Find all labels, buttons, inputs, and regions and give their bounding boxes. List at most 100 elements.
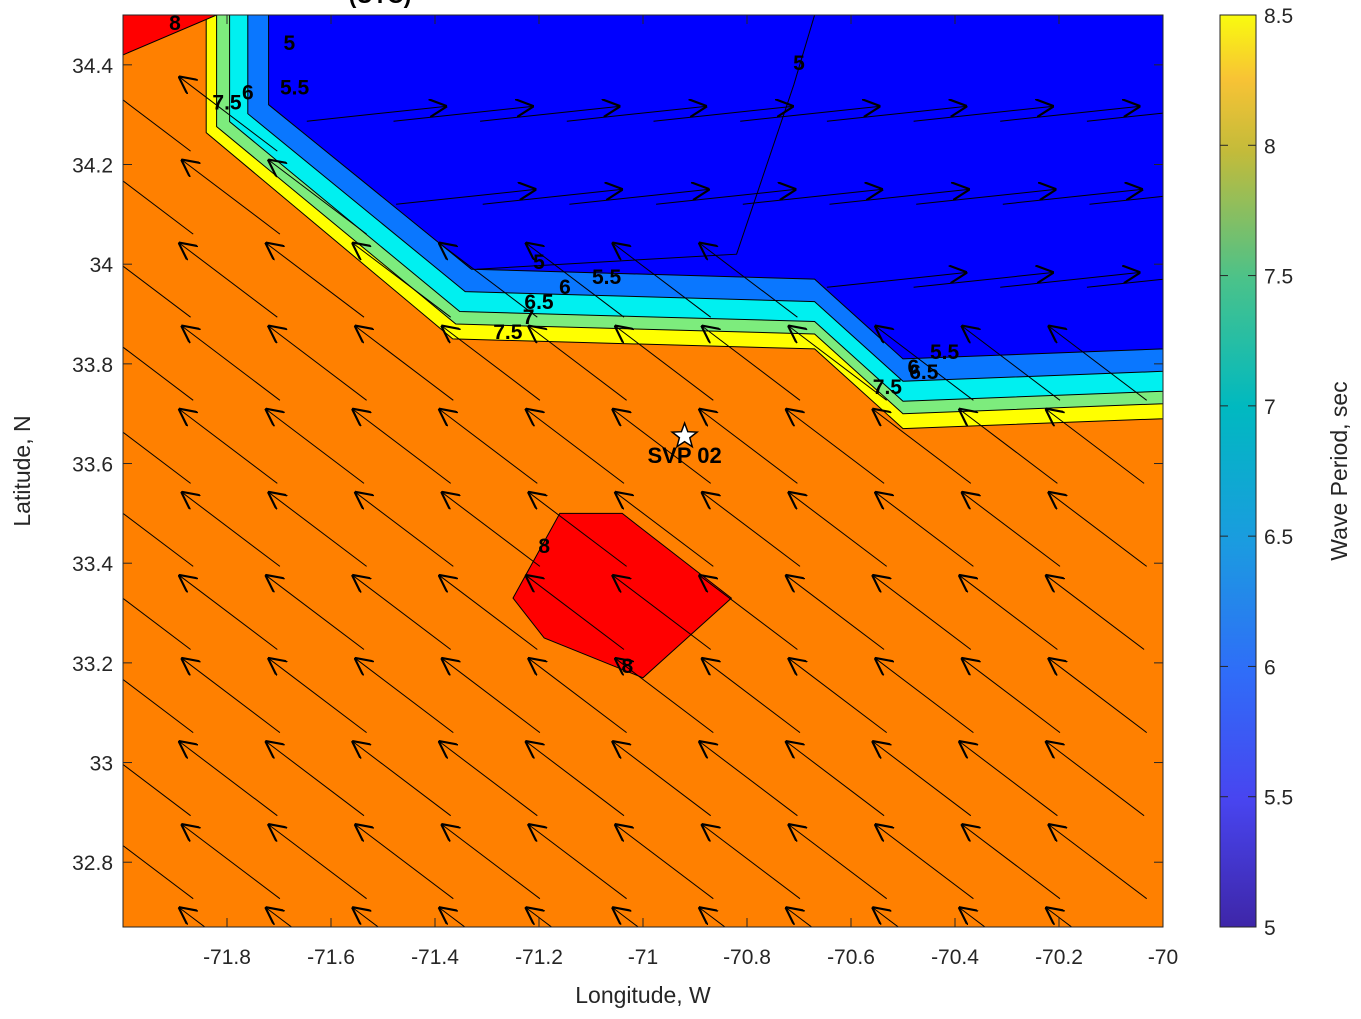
wave-vector (569, 189, 709, 205)
wave-vector (826, 272, 967, 288)
wave-vector (525, 409, 625, 484)
wave-vectors (123, 76, 1163, 927)
wave-vector (612, 243, 712, 318)
wave-vector (265, 741, 365, 817)
wave-vector (1048, 492, 1148, 567)
x-tick-label: -70.2 (1035, 946, 1083, 969)
region-high-central (512, 512, 733, 679)
wave-vector (268, 326, 367, 401)
wave-vector (788, 658, 888, 733)
contour-label: 8 (622, 655, 634, 678)
contour-label: 6.5 (909, 361, 939, 384)
wave-vector (959, 575, 1058, 650)
wave-vector (959, 409, 1058, 484)
wave-vector (701, 326, 801, 401)
contour-label: 7.5 (493, 321, 523, 344)
wave-vector (742, 189, 883, 205)
wave-vector (785, 907, 813, 927)
wave-vector (701, 658, 801, 733)
wave-vector (701, 824, 801, 900)
wave-vector (439, 243, 538, 318)
colorbar-tick-label: 7 (1264, 396, 1276, 419)
wave-vector (1048, 824, 1148, 900)
wave-vector (1045, 575, 1145, 650)
y-tick-label: 32.8 (72, 852, 113, 875)
wave-vector (875, 492, 974, 567)
wave-vector (352, 243, 452, 318)
contour-label: 7 (523, 306, 535, 329)
colorbar-tick-label: 5 (1264, 917, 1276, 940)
wave-vector (179, 741, 278, 817)
wave-vector (701, 492, 801, 567)
wave-vector (1045, 907, 1073, 927)
wave-vector (1000, 106, 1140, 122)
wave-vector (268, 824, 367, 900)
wave-vector (439, 907, 466, 927)
chart-title: (UTC) (349, 0, 412, 8)
wave-vector (352, 741, 452, 817)
wave-vector (439, 575, 538, 650)
x-tick-label: -71.6 (307, 946, 355, 969)
wave-vector (355, 492, 454, 567)
y-tick-label: 33.4 (72, 553, 113, 576)
wave-vector (179, 575, 278, 650)
wave-vector (740, 106, 880, 122)
region-high-nw-corner (123, 15, 217, 56)
wave-vector (123, 431, 191, 484)
wave-vector (123, 844, 194, 900)
marker-label: SVP 02 (647, 443, 721, 468)
region-low (268, 15, 1163, 360)
y-axis-ticks: 32.8 33 33.2 33.4 33.6 33.8 34 34.2 34.4 (72, 55, 1163, 875)
wave-vector (441, 326, 541, 401)
wave-vector (480, 106, 620, 122)
x-axis-label: Longitude, W (575, 982, 711, 1008)
wave-vector (528, 824, 627, 900)
wave-vector (441, 658, 541, 733)
x-tick-label: -70 (1148, 946, 1178, 969)
wave-vector (1048, 326, 1148, 401)
y-tick-label: 34.4 (72, 55, 113, 78)
contour-label: 7.5 (873, 376, 903, 399)
wave-vector (179, 409, 278, 484)
wave-vector (306, 106, 447, 122)
colorbar-label: Wave Period, sec (1326, 381, 1352, 560)
wave-vector (961, 326, 1061, 401)
wave-vector (615, 326, 714, 401)
wave-vector (785, 409, 885, 484)
svp-marker: SVP 02 (647, 420, 722, 468)
wave-vector (441, 824, 541, 900)
contour-line-0 (476, 15, 816, 270)
wave-vector (179, 76, 278, 152)
wave-vector (875, 824, 974, 900)
wave-vector (916, 189, 1056, 205)
wave-vector (439, 741, 538, 817)
wave-vector (482, 189, 623, 205)
wave-vector (612, 741, 712, 817)
wave-vector (615, 492, 714, 567)
wave-vector (612, 907, 640, 927)
wave-vector (525, 741, 625, 817)
wave-vector (396, 189, 536, 205)
colorbar-tick-label: 7.5 (1264, 266, 1293, 289)
wave-vector (913, 272, 1054, 288)
wave-vector (528, 492, 627, 567)
colorbar: 5 5.5 6 6.5 7 7.5 8 8.5 Wave Period, sec (1219, 5, 1352, 940)
x-tick-label: -70.4 (931, 946, 979, 969)
wave-vector (123, 99, 191, 152)
wave-vector (181, 492, 281, 567)
x-tick-label: -71.8 (203, 946, 251, 969)
wave-vector (566, 106, 707, 122)
wave-vector (788, 824, 888, 900)
wave-vector (875, 658, 974, 733)
wave-vector (788, 492, 888, 567)
wave-vector (123, 597, 191, 650)
wave-vector (528, 326, 627, 401)
wave-vector (612, 575, 712, 650)
wave-vector (612, 409, 712, 484)
contour-label: 6 (908, 356, 920, 379)
wave-vector (1089, 195, 1163, 205)
wave-vector (179, 243, 278, 318)
